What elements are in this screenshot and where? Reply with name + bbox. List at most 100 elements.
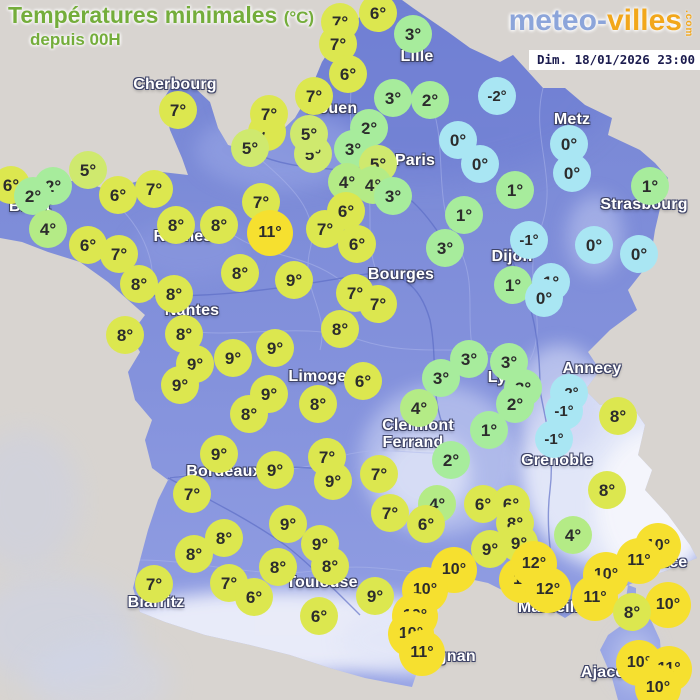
temp-bubble[interactable]: 7° [360, 455, 398, 493]
temp-bubble[interactable]: 8° [588, 471, 626, 509]
temp-bubble[interactable]: 8° [311, 547, 349, 585]
city-label-ferrand: Ferrand [382, 434, 444, 451]
temp-bubble[interactable]: 9° [161, 366, 199, 404]
temp-bubble[interactable]: 9° [256, 451, 294, 489]
temp-bubble[interactable]: 8° [230, 395, 268, 433]
temp-bubble[interactable]: 8° [259, 548, 297, 586]
temp-bubble[interactable]: 2° [14, 177, 52, 215]
temp-bubble[interactable]: 12° [525, 567, 571, 613]
temp-bubble[interactable]: 0° [439, 121, 477, 159]
temp-bubble[interactable]: 5° [69, 151, 107, 189]
temp-bubble[interactable]: 6° [99, 176, 137, 214]
temp-bubble[interactable]: 0° [553, 154, 591, 192]
temp-bubble[interactable]: 6° [359, 0, 397, 32]
temp-bubble[interactable]: 0° [525, 279, 563, 317]
temp-bubble[interactable]: 8° [599, 397, 637, 435]
temp-bubble[interactable]: 4° [400, 389, 438, 427]
temp-bubble[interactable]: 2° [411, 81, 449, 119]
temp-bubble[interactable]: 3° [450, 340, 488, 378]
temp-bubble[interactable]: 6° [300, 597, 338, 635]
temp-bubble[interactable]: 3° [394, 15, 432, 53]
temp-bubble[interactable]: 6° [407, 505, 445, 543]
temp-bubble[interactable]: -2° [478, 77, 516, 115]
temp-bubble[interactable]: 11° [247, 210, 293, 256]
page-title: Températures minimales [8, 2, 278, 28]
temp-bubble[interactable]: 3° [374, 79, 412, 117]
temp-bubble[interactable]: 1° [470, 411, 508, 449]
subtitle: depuis 00H [30, 30, 121, 49]
temp-bubble[interactable]: 6° [235, 578, 273, 616]
temp-bubble[interactable]: 9° [214, 339, 252, 377]
temp-bubble[interactable]: 7° [173, 475, 211, 513]
temp-bubble[interactable]: 8° [106, 316, 144, 354]
city-label-limoges: Limoges [288, 368, 356, 385]
temp-bubble[interactable]: 5° [290, 115, 328, 153]
temp-bubble[interactable]: 8° [299, 385, 337, 423]
temp-bubble[interactable]: 6° [344, 362, 382, 400]
temp-bubble[interactable]: -1° [535, 420, 573, 458]
city-label-grenoble: Grenoble [521, 452, 593, 469]
temp-bubble[interactable]: 11° [572, 575, 618, 621]
temp-bubble[interactable]: 0° [461, 145, 499, 183]
logo-part-orange: villes [606, 4, 682, 37]
temp-bubble[interactable]: 8° [221, 254, 259, 292]
meteo-villes-logo[interactable]: meteo-villes [509, 4, 682, 38]
city-label-annecy: Annecy [562, 360, 622, 377]
temp-bubble[interactable]: 10° [635, 665, 681, 700]
temp-bubble[interactable]: 0° [575, 226, 613, 264]
temp-bubble[interactable]: 3° [426, 229, 464, 267]
temp-bubble[interactable]: 9° [269, 505, 307, 543]
temp-bubble[interactable]: 8° [155, 275, 193, 313]
temp-bubble[interactable]: -1° [510, 221, 548, 259]
city-label-cherbourg: Cherbourg [133, 76, 217, 93]
temp-bubble[interactable]: 11° [616, 538, 662, 584]
temp-bubble[interactable]: 7° [371, 494, 409, 532]
temp-bubble[interactable]: 8° [200, 206, 238, 244]
temp-bubble[interactable]: 8° [120, 265, 158, 303]
temp-bubble[interactable]: 10° [645, 582, 691, 628]
city-label-bourges: Bourges [367, 266, 435, 283]
temp-bubble[interactable]: 8° [205, 519, 243, 557]
temp-bubble[interactable]: 9° [275, 261, 313, 299]
temp-bubble[interactable]: 7° [159, 91, 197, 129]
temp-bubble[interactable]: 6° [327, 192, 365, 230]
temp-bubble[interactable]: 9° [256, 329, 294, 367]
temp-bubble[interactable]: 4° [554, 516, 592, 554]
temp-bubble[interactable]: 11° [399, 630, 445, 676]
city-label-metz: Metz [553, 111, 591, 128]
temp-bubble[interactable]: 9° [356, 577, 394, 615]
sea-texture [0, 430, 170, 700]
city-label-paris: Paris [394, 152, 436, 169]
temp-bubble[interactable]: 2° [432, 441, 470, 479]
temp-bubble[interactable]: 0° [620, 235, 658, 273]
temp-bubble[interactable]: 1° [496, 171, 534, 209]
temp-bubble[interactable]: 6° [329, 55, 367, 93]
temp-bubble[interactable]: 8° [613, 593, 651, 631]
temp-bubble[interactable]: 7° [306, 210, 344, 248]
temp-bubble[interactable]: 7° [250, 95, 288, 133]
temp-bubble[interactable]: 6° [69, 226, 107, 264]
temp-bubble[interactable]: 1° [445, 196, 483, 234]
logo-part-blue: meteo- [508, 4, 607, 37]
temp-bubble[interactable]: 9° [200, 435, 238, 473]
temp-bubble[interactable]: 3° [374, 177, 412, 215]
temp-bubble[interactable]: 8° [321, 310, 359, 348]
temp-bubble[interactable]: 4° [29, 210, 67, 248]
temp-bubble[interactable]: 7° [135, 565, 173, 603]
temp-bubble[interactable]: 8° [175, 535, 213, 573]
temp-bubble[interactable]: 8° [157, 206, 195, 244]
datetime-badge: Dim. 18/01/2026 23:00 [528, 50, 700, 70]
temp-bubble[interactable]: 7° [295, 77, 333, 115]
temp-bubble[interactable]: 7° [359, 285, 397, 323]
temp-bubble[interactable]: 9° [471, 530, 509, 568]
city-label-strasbourg: Strasbourg [600, 196, 688, 213]
temp-bubble[interactable]: 7° [135, 170, 173, 208]
temp-bubble[interactable]: 5° [231, 129, 269, 167]
temp-bubble[interactable]: 6° [338, 225, 376, 263]
map-header: Températures minimales (°C) depuis 00H [8, 2, 314, 50]
logo-com-suffix: .com [683, 10, 694, 38]
temp-bubble[interactable]: 9° [314, 462, 352, 500]
temp-bubble[interactable]: 1° [631, 167, 669, 205]
